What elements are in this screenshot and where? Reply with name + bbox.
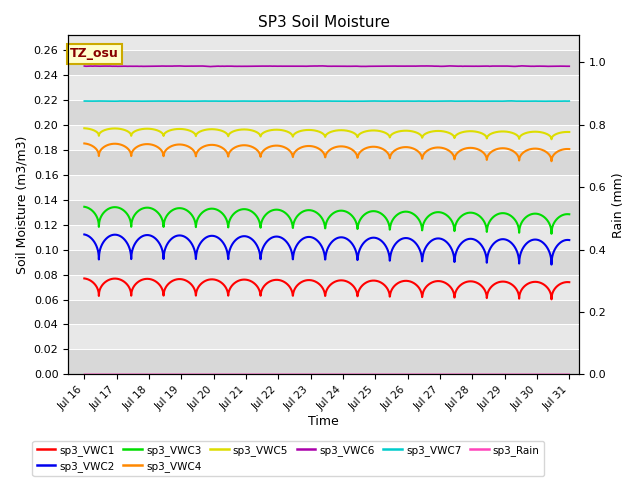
X-axis label: Time: Time bbox=[308, 415, 339, 428]
Bar bbox=[68, 75, 579, 100]
Y-axis label: Rain (mm): Rain (mm) bbox=[612, 172, 625, 238]
Bar bbox=[68, 324, 579, 349]
Bar bbox=[68, 25, 579, 50]
Legend: sp3_VWC1, sp3_VWC2, sp3_VWC3, sp3_VWC4, sp3_VWC5, sp3_VWC6, sp3_VWC7, sp3_Rain: sp3_VWC1, sp3_VWC2, sp3_VWC3, sp3_VWC4, … bbox=[33, 441, 544, 476]
Bar bbox=[68, 100, 579, 125]
Title: SP3 Soil Moisture: SP3 Soil Moisture bbox=[257, 15, 390, 30]
Bar bbox=[68, 300, 579, 324]
Bar bbox=[68, 225, 579, 250]
Bar bbox=[68, 125, 579, 150]
Bar bbox=[68, 150, 579, 175]
Bar bbox=[68, 200, 579, 225]
Bar bbox=[68, 349, 579, 374]
Bar bbox=[68, 250, 579, 275]
Bar bbox=[68, 50, 579, 75]
Bar bbox=[68, 275, 579, 300]
Bar bbox=[68, 175, 579, 200]
Y-axis label: Soil Moisture (m3/m3): Soil Moisture (m3/m3) bbox=[15, 136, 28, 274]
Text: TZ_osu: TZ_osu bbox=[70, 48, 118, 60]
